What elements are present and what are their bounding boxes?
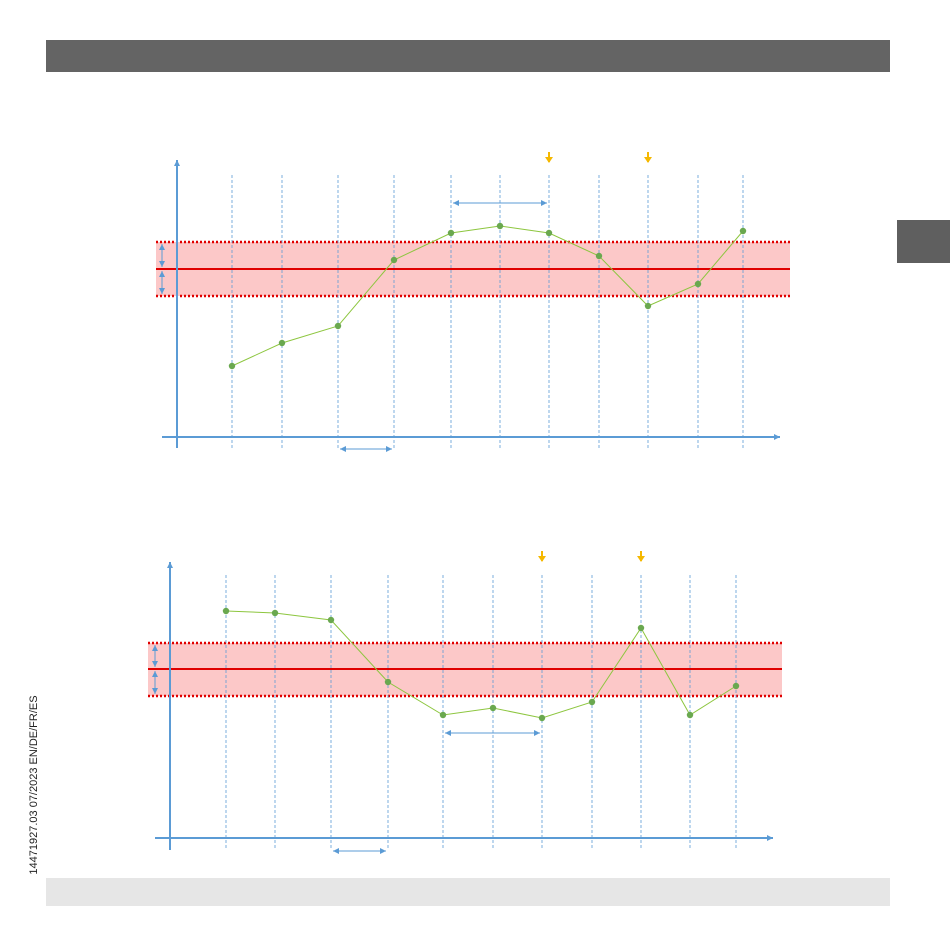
measurement-point [334, 322, 342, 330]
measurement-point [637, 624, 645, 632]
measurement-point [545, 229, 553, 237]
measurement-point [686, 711, 694, 719]
side-tab [897, 220, 950, 263]
measurement-point [496, 222, 504, 230]
measurement-point [644, 302, 652, 310]
measurement-point [588, 698, 596, 706]
measurement-point [694, 280, 702, 288]
measurement-point [739, 227, 747, 235]
measurement-point [222, 607, 230, 615]
measurement-point [595, 252, 603, 260]
header-bar [46, 40, 890, 72]
measurement-point [538, 714, 546, 722]
document-code: 14471927.03 07/2023 EN/DE/FR/ES [28, 695, 40, 874]
footer-bar [46, 878, 890, 906]
measurement-point [447, 229, 455, 237]
measurement-point [327, 616, 335, 624]
measurement-point [278, 339, 286, 347]
measurement-point [439, 711, 447, 719]
measurement-point [390, 256, 398, 264]
measurement-point [384, 678, 392, 686]
measurement-point [489, 704, 497, 712]
measurement-point [228, 362, 236, 370]
measurement-point [732, 682, 740, 690]
measurement-point [271, 609, 279, 617]
